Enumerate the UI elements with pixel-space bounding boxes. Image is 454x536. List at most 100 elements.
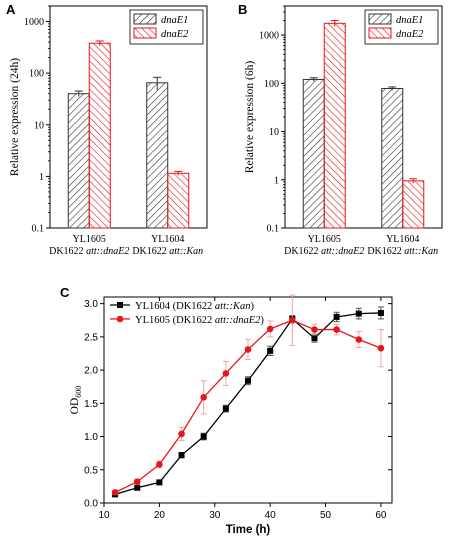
bar-dnaE1-0: [302, 78, 325, 229]
data-point-square: [267, 347, 274, 354]
bar-dnaE2-0: [323, 22, 346, 229]
x-tick-label-line1: YL1605: [308, 234, 341, 245]
legend-label: dnaE1: [161, 15, 188, 26]
legend-label-suffix: ): [251, 301, 255, 312]
plot-frame: [49, 5, 208, 229]
data-point-square: [355, 310, 362, 317]
y-tick-label: 3.0: [84, 299, 98, 310]
data-point-square: [333, 313, 340, 320]
y-tick-label: 100: [264, 79, 279, 90]
legend-marker-square: [117, 302, 123, 308]
y-tick-label: 1.0: [84, 432, 98, 443]
x-tick-label-strain: att::dnaE2: [86, 246, 129, 257]
x-tick-label: 40: [265, 510, 277, 521]
y-tick-label: 0.5: [84, 465, 98, 476]
y-tick-label: 1: [274, 175, 279, 186]
data-point-circle: [200, 394, 207, 401]
x-tick-label-prefix: DK1622: [49, 246, 86, 257]
legend-marker-circle: [116, 315, 124, 323]
panel-label-c: C: [60, 285, 70, 300]
y-tick-label: 10: [34, 120, 44, 131]
data-point-circle: [111, 489, 119, 496]
y-tick-label: 0.0: [84, 499, 98, 510]
y-axis-label-sub: 600: [74, 386, 83, 398]
data-point-circle: [178, 430, 185, 438]
bar-dnaE2-0: [88, 42, 111, 229]
legend-label-strain: att::Kan: [215, 301, 251, 312]
data-point-circle: [289, 316, 296, 324]
x-tick-label-line1: YL1604: [386, 234, 419, 245]
data-point-circle: [355, 336, 363, 343]
data-point-circle: [244, 346, 252, 353]
x-tick-label: 10: [98, 510, 110, 521]
y-tick-label: 2.5: [84, 332, 98, 343]
x-tick-label: 20: [154, 510, 166, 521]
data-point-square: [245, 377, 251, 384]
y-tick-label: 0.1: [267, 224, 280, 235]
data-point-square: [134, 484, 141, 491]
y-tick-label: 2.0: [84, 366, 98, 377]
panel-label-b: B: [238, 2, 247, 17]
y-axis-label: Relative expression (6h): [244, 61, 256, 174]
x-tick-label-prefix: DK1622: [284, 246, 321, 257]
x-tick-label-strain: att::Kan: [169, 246, 203, 257]
legend-label: dnaE2: [396, 29, 424, 40]
x-tick-label-prefix: DK1622: [132, 246, 169, 257]
y-tick-label: 1000: [24, 17, 44, 28]
data-point-circle: [377, 344, 385, 352]
bar-dnaE2-1: [402, 180, 425, 229]
legend-label-suffix: ): [260, 315, 264, 326]
y-tick-label: 100: [29, 69, 44, 80]
legend-swatch-dnaE2: [133, 27, 157, 39]
y-tick-label: 1000: [259, 31, 279, 42]
data-point-circle: [222, 370, 230, 377]
legend-label: YL1605 (DK1622 att::dnaE2): [135, 315, 264, 326]
y-tick-label: 1.5: [84, 399, 98, 410]
data-point-square: [377, 309, 384, 316]
y-axis-label-main: OD: [69, 398, 81, 415]
x-tick-label-strain: att::dnaE2: [321, 246, 364, 257]
bar-dnaE1-0: [67, 93, 90, 229]
legend-swatch-dnaE1: [133, 13, 157, 25]
legend-label: dnaE2: [161, 29, 189, 40]
x-tick-label-line1: YL1604: [151, 234, 184, 245]
data-point-square: [200, 433, 207, 440]
y-tick-label: 0.1: [32, 224, 45, 235]
bar-dnaE2-1: [167, 172, 190, 229]
data-point-circle: [133, 478, 141, 486]
y-tick-label: 1: [39, 172, 44, 183]
legend-swatch-dnaE2: [368, 27, 392, 39]
legend-label-prefix: YL1604 (DK1622: [135, 301, 215, 312]
x-tick-label-line1: YL1605: [73, 234, 106, 245]
bar-dnaE1-1: [381, 87, 404, 229]
data-point-square: [222, 405, 229, 412]
data-point-circle: [333, 326, 340, 333]
legend-label-strain: att::dnaE2: [215, 315, 261, 326]
y-axis-label: OD600: [69, 386, 83, 415]
x-tick-label: 30: [209, 510, 221, 521]
x-axis-label: Time (h): [226, 524, 271, 536]
bar-dnaE1-1: [146, 82, 169, 229]
x-tick-label-line2: DK1622 att::Kan: [132, 246, 203, 257]
data-point-square: [178, 452, 185, 459]
chart-panel-c: 10 20 30 40 50 60 0.0 0.5 1.0 1.5 2.0 2.5 3.0 Time (h…: [69, 294, 393, 536]
data-point-square: [156, 479, 163, 486]
panel-label-a: A: [6, 2, 16, 17]
legend-swatch-dnaE1: [368, 13, 392, 25]
x-tick-label-line2: DK1622 att::dnaE2: [49, 246, 129, 257]
y-tick-label: 10: [269, 127, 279, 138]
x-tick-label-strain: att::Kan: [404, 246, 438, 257]
data-point-square: [311, 335, 318, 342]
data-point-circle: [311, 326, 318, 333]
legend-label: YL1604 (DK1622 att::Kan): [135, 301, 255, 312]
data-point-circle: [266, 325, 274, 333]
chart-panel-a: 0.1 1 10 100 1000 Relative expression (24h) YL…: [9, 5, 208, 257]
legend-label: dnaE1: [396, 15, 423, 26]
x-tick-label-prefix: DK1622: [367, 246, 404, 257]
plot-frame: [103, 296, 393, 504]
x-tick-label-line2: DK1622 att::Kan: [367, 246, 438, 257]
x-tick-label: 60: [375, 510, 387, 521]
x-tick-label-line2: DK1622 att::dnaE2: [284, 246, 364, 257]
data-point-circle: [156, 461, 163, 468]
